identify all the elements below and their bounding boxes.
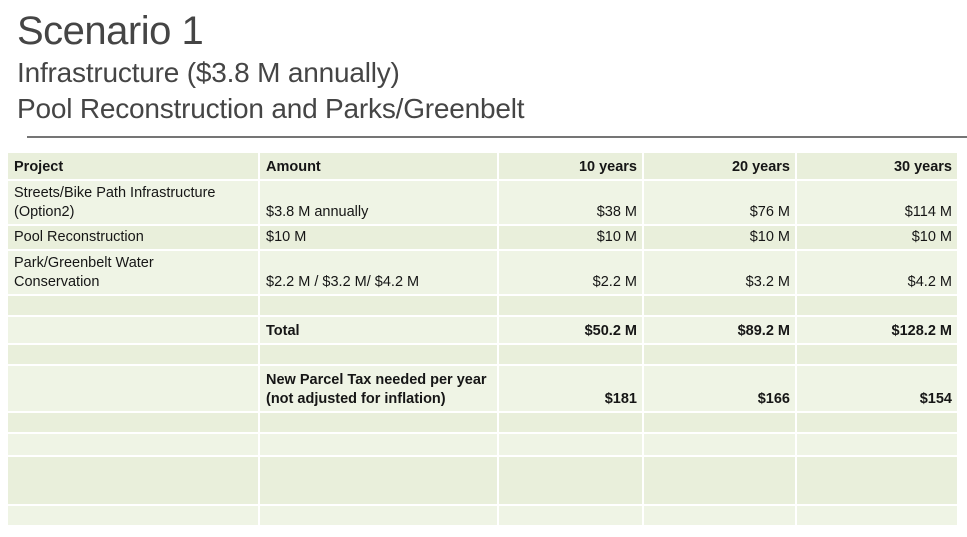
column-header-10-years: 10 years	[499, 153, 642, 179]
cell-total-30-years: $128.2 M	[797, 317, 957, 343]
cell-20-years: $3.2 M	[644, 251, 795, 294]
cell-amount: $3.8 M annually	[260, 181, 497, 224]
column-header-30-years: 30 years	[797, 153, 957, 179]
cell-total-20-years: $89.2 M	[644, 317, 795, 343]
cell-empty	[797, 413, 957, 432]
table-row-spacer	[8, 506, 957, 525]
cell-30-years: $4.2 M	[797, 251, 957, 294]
table-row-pool-reconstruction: Pool Reconstruction $10 M $10 M $10 M $1…	[8, 226, 957, 249]
cell-empty	[797, 296, 957, 315]
cell-empty	[8, 296, 258, 315]
table-row-spacer	[8, 345, 957, 364]
table-row-parcel-tax: New Parcel Tax needed per year (not adju…	[8, 366, 957, 411]
cell-empty	[797, 345, 957, 364]
cell-parcel-tax-label: New Parcel Tax needed per year (not adju…	[260, 366, 497, 411]
cell-project	[8, 366, 258, 411]
cell-amount: $10 M	[260, 226, 497, 249]
cell-empty	[797, 506, 957, 525]
cell-empty	[260, 457, 497, 504]
cell-empty	[499, 345, 642, 364]
cell-empty	[499, 434, 642, 455]
cell-30-years: $114 M	[797, 181, 957, 224]
cell-empty	[260, 434, 497, 455]
table-row-streets-bike-path: Streets/Bike Path Infrastructure (Option…	[8, 181, 957, 224]
cell-empty	[644, 506, 795, 525]
slide-subtitle-1: Infrastructure ($3.8 M annually)	[17, 57, 400, 88]
cell-20-years: $10 M	[644, 226, 795, 249]
table-row-spacer	[8, 457, 957, 504]
cell-empty	[644, 457, 795, 504]
cell-empty	[644, 434, 795, 455]
cell-parcel-tax-30-years: $154	[797, 366, 957, 411]
cell-project: Pool Reconstruction	[8, 226, 258, 249]
cell-empty	[644, 345, 795, 364]
slide-title: Scenario 1	[17, 9, 204, 53]
cell-empty	[260, 296, 497, 315]
table-row-spacer	[8, 413, 957, 432]
cell-project	[8, 317, 258, 343]
cell-empty	[499, 296, 642, 315]
cell-empty	[260, 345, 497, 364]
cell-amount: $2.2 M / $3.2 M/ $4.2 M	[260, 251, 497, 294]
cell-10-years: $2.2 M	[499, 251, 642, 294]
cell-empty	[797, 434, 957, 455]
slide-subtitle-2: Pool Reconstruction and Parks/Greenbelt	[17, 93, 525, 124]
cell-empty	[260, 506, 497, 525]
column-header-amount: Amount	[260, 153, 497, 179]
table-header-row: Project Amount 10 years 20 years 30 year…	[8, 153, 957, 179]
cell-empty	[644, 413, 795, 432]
cell-empty	[8, 434, 258, 455]
cell-10-years: $38 M	[499, 181, 642, 224]
cell-30-years: $10 M	[797, 226, 957, 249]
cell-empty	[8, 345, 258, 364]
table-row-park-greenbelt: Park/Greenbelt Water Conservation $2.2 M…	[8, 251, 957, 294]
table-row-total: Total $50.2 M $89.2 M $128.2 M	[8, 317, 957, 343]
table-row-spacer	[8, 434, 957, 455]
cell-empty	[8, 413, 258, 432]
heading-block: Scenario 1 Infrastructure ($3.8 M annual…	[0, 0, 967, 138]
cell-empty	[644, 296, 795, 315]
cell-empty	[499, 413, 642, 432]
cell-parcel-tax-20-years: $166	[644, 366, 795, 411]
cell-empty	[499, 506, 642, 525]
cell-20-years: $76 M	[644, 181, 795, 224]
cell-parcel-tax-10-years: $181	[499, 366, 642, 411]
cell-empty	[260, 413, 497, 432]
cell-empty	[8, 457, 258, 504]
column-header-20-years: 20 years	[644, 153, 795, 179]
cell-empty	[797, 457, 957, 504]
table-row-spacer	[8, 296, 957, 315]
cell-project: Park/Greenbelt Water Conservation	[8, 251, 258, 294]
cell-empty	[499, 457, 642, 504]
cell-project-text: Park/Greenbelt Water Conservation	[14, 254, 154, 290]
cell-total-label: Total	[260, 317, 497, 343]
column-header-project: Project	[8, 153, 258, 179]
cell-10-years: $10 M	[499, 226, 642, 249]
cell-total-10-years: $50.2 M	[499, 317, 642, 343]
heading-divider	[27, 136, 967, 138]
cell-empty	[8, 506, 258, 525]
cell-project: Streets/Bike Path Infrastructure (Option…	[8, 181, 258, 224]
cost-table: Project Amount 10 years 20 years 30 year…	[6, 151, 959, 527]
